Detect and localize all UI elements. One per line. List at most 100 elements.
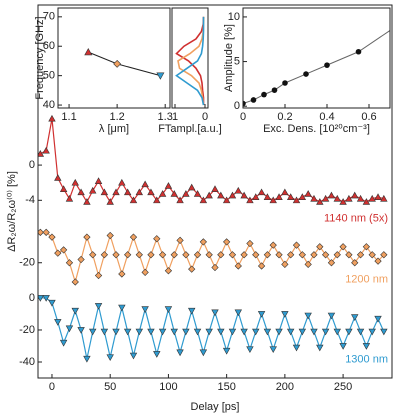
marker — [205, 191, 213, 199]
y-tick-label: 10 — [228, 11, 240, 23]
plot-area — [243, 29, 390, 107]
marker — [59, 246, 68, 254]
marker — [113, 59, 122, 68]
marker — [135, 188, 144, 196]
marker — [48, 299, 56, 307]
marker — [271, 87, 278, 93]
marker — [252, 193, 260, 200]
marker — [106, 198, 114, 205]
marker — [223, 238, 231, 246]
marker — [164, 267, 173, 275]
marker — [176, 196, 184, 204]
marker — [292, 196, 301, 204]
marker — [123, 188, 132, 196]
marker — [71, 178, 79, 186]
x-tick-label: 1 — [172, 111, 178, 123]
x-axis-label: Exc. Dens. [10²⁰cm⁻³] — [263, 123, 370, 135]
y-tick-label: 70 — [43, 11, 55, 23]
marker — [269, 346, 277, 354]
marker — [94, 303, 103, 310]
marker — [228, 328, 237, 336]
y-axis-label: ΔR₂ω/R₂ω⁽⁰⁾ [%] — [6, 171, 18, 252]
marker — [158, 190, 167, 197]
marker — [100, 188, 109, 196]
x-tick-label: 50 — [104, 381, 116, 393]
marker — [303, 71, 309, 77]
marker — [182, 190, 190, 197]
x-tick-label: 1.1 — [61, 111, 76, 123]
marker — [48, 114, 56, 122]
marker — [156, 72, 165, 80]
marker — [368, 328, 376, 336]
marker — [263, 328, 272, 336]
marker — [228, 191, 237, 199]
y-tick-label: 50 — [43, 70, 55, 82]
marker — [246, 239, 254, 248]
plot-area — [84, 47, 165, 80]
marker — [234, 186, 242, 194]
marker — [240, 191, 248, 199]
marker — [275, 193, 283, 200]
marker — [298, 251, 306, 259]
inset-background — [39, 6, 391, 131]
x-tick-label: 150 — [217, 381, 235, 393]
marker — [205, 251, 213, 259]
x-tick-label: 0 — [240, 111, 246, 123]
marker — [77, 188, 85, 196]
marker — [380, 194, 388, 202]
marker — [141, 180, 149, 188]
axes-frame — [57, 7, 171, 109]
marker — [164, 182, 173, 189]
marker — [153, 196, 161, 204]
marker — [304, 260, 312, 268]
marker — [292, 241, 301, 249]
x-tick-label: 1.2 — [109, 111, 124, 123]
marker — [339, 198, 347, 205]
marker — [135, 328, 144, 336]
marker — [281, 188, 289, 196]
marker — [118, 304, 126, 312]
marker — [124, 251, 132, 259]
marker — [71, 307, 79, 315]
marker — [89, 186, 97, 194]
marker — [275, 251, 283, 259]
marker — [89, 328, 97, 336]
marker — [65, 194, 74, 202]
marker — [222, 347, 231, 355]
y-tick-label: -20 — [19, 324, 35, 336]
marker — [112, 251, 120, 259]
marker — [100, 251, 108, 259]
marker — [250, 97, 257, 103]
marker — [54, 174, 62, 181]
marker — [345, 251, 353, 259]
marker — [263, 193, 272, 200]
y-tick-label: 40 — [43, 99, 55, 111]
marker — [199, 196, 208, 204]
x-tick-label: 100 — [159, 381, 177, 393]
spectrum-line — [175, 16, 205, 106]
series-label: 1140 nm (5x) — [324, 213, 388, 225]
marker — [380, 251, 388, 259]
marker — [118, 270, 126, 278]
axes-frame — [242, 7, 391, 109]
marker — [356, 328, 365, 336]
series-line — [40, 297, 385, 359]
marker — [170, 251, 178, 259]
marker — [54, 249, 62, 257]
marker — [356, 194, 365, 202]
marker — [199, 238, 207, 246]
marker — [217, 251, 225, 259]
marker — [141, 306, 149, 313]
y-axis-label: Amplitude [%] — [223, 24, 235, 92]
y-tick-label: -4 — [25, 194, 35, 206]
marker — [182, 328, 190, 336]
marker — [374, 193, 382, 200]
marker — [211, 263, 219, 272]
marker — [199, 349, 208, 357]
marker — [246, 346, 254, 354]
spectrum-line — [175, 16, 205, 106]
marker — [123, 328, 132, 336]
axes-frame — [171, 7, 209, 109]
marker — [42, 146, 50, 154]
